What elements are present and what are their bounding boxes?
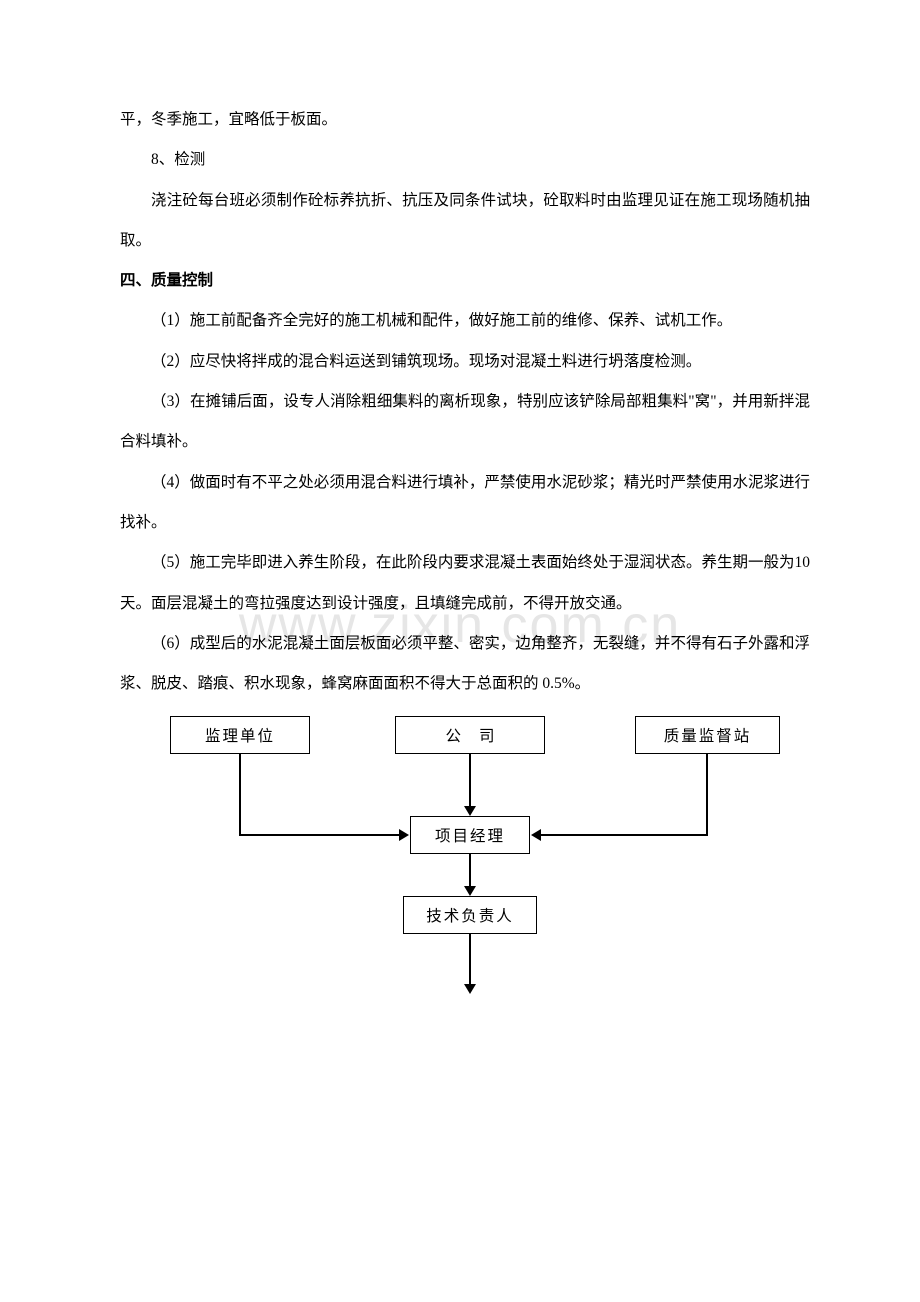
arrow-right-icon bbox=[399, 829, 409, 841]
para-6: （2）应尽快将拌成的混合料运送到铺筑现场。现场对混凝土料进行坍落度检测。 bbox=[120, 342, 810, 382]
node-tech-lead-label: 技术负责人 bbox=[426, 904, 514, 926]
arrow-down-icon bbox=[464, 806, 476, 816]
para-9: （5）施工完毕即进入养生阶段，在此阶段内要求混凝土表面始终处于湿润状态。养生期一… bbox=[120, 543, 810, 624]
para-2: 8、检测 bbox=[120, 140, 810, 180]
arrow-left-icon bbox=[531, 829, 541, 841]
node-quality-station: 质量监督站 bbox=[635, 716, 780, 754]
para-3: 浇注砼每台班必须制作砼标养抗折、抗压及同条件试块，砼取料时由监理见证在施工现场随… bbox=[120, 181, 810, 262]
connector-line bbox=[706, 754, 708, 834]
para-5: （1）施工前配备齐全完好的施工机械和配件，做好施工前的维修、保养、试机工作。 bbox=[120, 301, 810, 341]
connector-line bbox=[469, 754, 471, 806]
node-project-manager-label: 项目经理 bbox=[435, 824, 505, 846]
connector-line bbox=[541, 834, 708, 836]
node-tech-lead: 技术负责人 bbox=[403, 896, 537, 934]
node-company: 公司 bbox=[395, 716, 545, 754]
connector-line bbox=[469, 854, 471, 886]
node-project-manager: 项目经理 bbox=[410, 816, 530, 854]
para-1: 平，冬季施工，宜略低于板面。 bbox=[120, 100, 810, 140]
para-8: （4）做面时有不平之处必须用混合料进行填补，严禁使用水泥砂浆；精光时严禁使用水泥… bbox=[120, 463, 810, 544]
para-7: （3）在摊铺后面，设专人消除粗细集料的离析现象，特别应该铲除局部粗集料"窝"，并… bbox=[120, 382, 810, 463]
arrow-down-icon bbox=[464, 984, 476, 994]
arrow-down-icon bbox=[464, 886, 476, 896]
connector-line bbox=[239, 754, 241, 834]
connector-line bbox=[469, 934, 471, 984]
connector-line bbox=[239, 834, 399, 836]
node-quality-station-label: 质量监督站 bbox=[664, 724, 752, 746]
heading-4: 四、质量控制 bbox=[120, 261, 810, 301]
document-body: 平，冬季施工，宜略低于板面。 8、检测 浇注砼每台班必须制作砼标养抗折、抗压及同… bbox=[120, 100, 810, 1016]
flowchart: 监理单位 公司 质量监督站 项目经理 技术负责人 bbox=[125, 716, 805, 1016]
node-supervisor-label: 监理单位 bbox=[205, 724, 275, 746]
node-company-label: 公司 bbox=[427, 724, 512, 746]
para-10: （6）成型后的水泥混凝土面层板面必须平整、密实，边角整齐，无裂缝，并不得有石子外… bbox=[120, 624, 810, 705]
node-supervisor: 监理单位 bbox=[170, 716, 310, 754]
